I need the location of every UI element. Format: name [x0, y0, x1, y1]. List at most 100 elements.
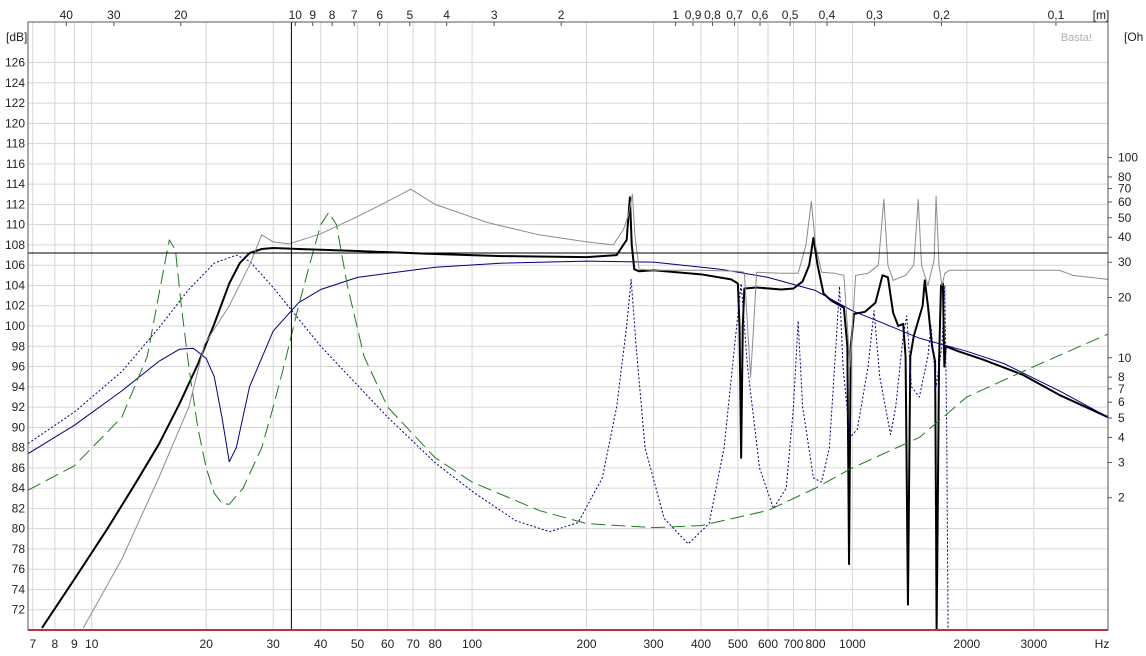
wavelength-tick-label: 9	[309, 8, 316, 22]
wavelength-tick-label: 4	[443, 8, 450, 22]
x-tick-label: 70	[406, 637, 420, 651]
wavelength-tick-label: 1	[672, 8, 679, 22]
y-axis-unit: [dB]	[6, 30, 27, 44]
wavelength-tick-label: 10	[289, 8, 303, 22]
x-tick-label: 20	[200, 637, 214, 651]
series-line-4	[27, 212, 1109, 529]
x-tick-label: 60	[381, 637, 395, 651]
wavelength-tick-label: 6	[376, 8, 383, 22]
y-tick-label: 98	[12, 339, 26, 353]
series-layer	[27, 188, 1109, 631]
x-tick-label: 300	[643, 637, 663, 651]
y-tick-label: 90	[12, 420, 26, 434]
x-tick-label: 600	[758, 637, 778, 651]
y-tick-label: 80	[12, 522, 26, 536]
y-tick-label: 108	[5, 238, 25, 252]
wavelength-tick-label: 7	[351, 8, 358, 22]
x-tick-label: 3000	[1020, 637, 1047, 651]
wavelength-tick-label: 0,7	[726, 8, 743, 22]
impedance-tick-label: 50	[1118, 211, 1132, 225]
x-tick-label: 2000	[954, 637, 981, 651]
y-tick-label: 104	[5, 278, 25, 292]
y-tick-label: 114	[6, 177, 25, 191]
impedance-axis-unit: [Oh	[1124, 30, 1143, 44]
y-tick-label: 96	[12, 360, 26, 374]
impedance-tick-label: 70	[1118, 182, 1132, 196]
wavelength-tick-label: 8	[329, 8, 336, 22]
watermark-logo: Basta!	[1061, 32, 1092, 44]
impedance-tick-label: 20	[1118, 291, 1132, 305]
impedance-tick-label: 6	[1118, 395, 1125, 409]
y-tick-label: 118	[6, 137, 25, 151]
y-tick-label: 76	[12, 562, 26, 576]
y-tick-label: 82	[12, 501, 26, 515]
y-tick-label: 112	[6, 197, 25, 211]
y-tick-label: 102	[5, 299, 25, 313]
x-tick-label: 80	[429, 637, 443, 651]
impedance-tick-label: 2	[1118, 491, 1125, 505]
y-tick-label: 78	[12, 542, 26, 556]
impedance-tick-label: 8	[1118, 370, 1125, 384]
wavelength-tick-label: 0,8	[704, 8, 721, 22]
wavelength-tick-label: 0,5	[782, 8, 799, 22]
axis-labels: 7 8 9 10 20 30 40 50 60 70 80 100 200 300 400 500 600 700…	[5, 8, 1143, 651]
x-tick-label: 100	[462, 637, 482, 651]
wavelength-tick-label: 0,9	[685, 8, 702, 22]
x-tick-label: 200	[577, 637, 597, 651]
wavelength-tick-label: 0,4	[819, 8, 836, 22]
impedance-tick-label: 60	[1118, 195, 1132, 209]
series-line-2	[27, 260, 1109, 463]
y-tick-label: 86	[12, 461, 26, 475]
x-tick-label: 8	[52, 637, 59, 651]
x-tick-label: 7	[29, 637, 36, 651]
impedance-tick-label: 40	[1118, 230, 1132, 244]
x-tick-label: 10	[85, 637, 99, 651]
x-axis-unit: Hz	[1095, 637, 1110, 651]
impedance-tick-label: 30	[1118, 255, 1132, 269]
x-tick-label: 400	[691, 637, 711, 651]
cursor-crosshair	[28, 22, 1108, 630]
wavelength-tick-label: 0,3	[866, 8, 883, 22]
impedance-tick-label: 3	[1118, 455, 1125, 469]
wavelength-axis-unit: [m]	[1093, 8, 1110, 22]
impedance-tick-label: 10	[1118, 351, 1132, 365]
impedance-tick-label: 100	[1118, 151, 1138, 165]
x-tick-label: 30	[266, 637, 280, 651]
y-tick-label: 74	[12, 582, 26, 596]
wavelength-tick-label: 0,2	[933, 8, 950, 22]
wavelength-tick-label: 2	[558, 8, 565, 22]
y-tick-label: 110	[6, 218, 25, 232]
wavelength-tick-label: 3	[491, 8, 498, 22]
y-tick-label: 84	[12, 481, 26, 495]
series-line-5	[82, 188, 1109, 629]
x-tick-label: 40	[314, 637, 328, 651]
y-tick-label: 126	[5, 56, 25, 70]
impedance-tick-label: 4	[1118, 430, 1125, 444]
y-tick-label: 124	[5, 76, 25, 90]
impedance-tick-label: 80	[1118, 170, 1132, 184]
wavelength-tick-label: 5	[406, 8, 413, 22]
y-tick-label: 100	[5, 319, 25, 333]
x-tick-label: 800	[806, 637, 826, 651]
y-tick-label: 116	[6, 157, 25, 171]
impedance-tick-label: 7	[1118, 382, 1125, 396]
series-line-1	[41, 196, 1109, 631]
wavelength-tick-label: 0,1	[1048, 8, 1065, 22]
wavelength-tick-label: 0,6	[752, 8, 769, 22]
y-tick-label: 92	[12, 400, 26, 414]
wavelength-tick-label: 30	[107, 8, 121, 22]
x-tick-label: 700	[783, 637, 803, 651]
y-tick-label: 120	[5, 116, 25, 130]
y-tick-label: 88	[12, 441, 26, 455]
x-tick-label: 500	[728, 637, 748, 651]
wavelength-tick-label: 40	[60, 8, 74, 22]
y-tick-label: 106	[5, 258, 25, 272]
y-tick-label: 72	[12, 603, 26, 617]
y-tick-label: 122	[5, 96, 25, 110]
series-line-3	[27, 254, 949, 631]
x-tick-label: 9	[71, 637, 78, 651]
impedance-tick-label: 5	[1118, 411, 1125, 425]
x-tick-label: 50	[351, 637, 365, 651]
